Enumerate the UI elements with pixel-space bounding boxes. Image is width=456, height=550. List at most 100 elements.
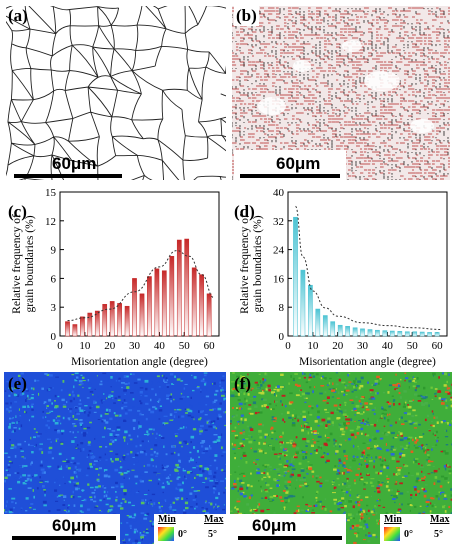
map-speckle <box>358 420 361 422</box>
map-speckle <box>337 376 339 379</box>
map-speckle <box>12 423 15 425</box>
map-speckle <box>43 471 46 474</box>
map-speckle <box>257 501 261 504</box>
map-speckle <box>64 482 66 485</box>
map-speckle <box>333 404 338 407</box>
map-speckle <box>275 404 277 407</box>
map-speckle <box>159 393 163 395</box>
map-speckle <box>8 443 13 446</box>
map-speckle <box>87 483 90 486</box>
map-speckle <box>373 465 375 469</box>
map-speckle <box>70 476 74 480</box>
map-speckle <box>271 408 275 410</box>
map-speckle <box>310 444 314 447</box>
map-speckle <box>349 489 352 491</box>
map-speckle <box>240 417 243 421</box>
map-speckle <box>268 475 271 479</box>
map-speckle <box>344 401 347 404</box>
bar <box>308 284 313 337</box>
map-speckle <box>391 431 395 435</box>
map-speckle <box>130 451 133 454</box>
map-speckle <box>271 391 275 394</box>
map-speckle <box>348 438 351 441</box>
map-speckle <box>63 509 67 512</box>
map-speckle <box>62 404 66 406</box>
map-speckle <box>284 480 289 484</box>
map-speckle <box>130 527 132 529</box>
map-speckle <box>312 475 314 478</box>
map-speckle <box>184 501 189 505</box>
map-speckle <box>55 438 59 440</box>
map-speckle <box>400 434 404 437</box>
map-speckle <box>221 468 224 472</box>
map-speckle <box>62 405 67 408</box>
map-speckle <box>235 414 238 417</box>
map-speckle <box>315 493 318 494</box>
map-speckle <box>42 500 47 504</box>
map-speckle <box>376 522 379 525</box>
map-speckle <box>336 477 340 480</box>
grain-boundaries <box>6 6 226 180</box>
map-speckle <box>209 445 211 448</box>
map-speckle <box>115 453 119 456</box>
map-speckle <box>54 429 58 432</box>
map-speckle <box>54 481 56 484</box>
map-speckle <box>352 459 356 462</box>
map-speckle <box>133 513 137 517</box>
bar <box>293 216 298 337</box>
map-speckle <box>97 419 101 420</box>
map-speckle <box>243 392 246 396</box>
map-speckle <box>174 375 176 378</box>
map-speckle <box>375 536 378 538</box>
map-speckle <box>249 426 252 430</box>
map-speckle <box>162 482 164 484</box>
map-speckle <box>346 470 350 473</box>
map-speckle <box>224 436 226 439</box>
map-speckle <box>81 500 85 501</box>
map-speckle <box>287 485 291 489</box>
map-speckle <box>397 434 399 437</box>
map-speckle <box>377 490 381 494</box>
map-speckle <box>173 415 176 418</box>
map-speckle <box>363 510 365 513</box>
map-speckle <box>105 459 108 461</box>
map-speckle <box>249 507 251 510</box>
map-speckle <box>27 487 32 489</box>
map-speckle <box>306 473 309 475</box>
map-speckle <box>17 443 22 446</box>
map-speckle <box>378 456 382 459</box>
map-speckle <box>268 498 270 500</box>
map-speckle <box>125 533 129 536</box>
map-speckle <box>211 421 214 424</box>
map-speckle <box>82 380 86 382</box>
map-speckle <box>369 458 372 460</box>
map-speckle <box>416 377 419 380</box>
map-speckle <box>16 472 20 474</box>
map-speckle <box>395 373 397 376</box>
map-speckle <box>216 402 218 405</box>
map-speckle <box>407 404 409 406</box>
map-speckle <box>344 389 347 393</box>
map-speckle <box>284 496 289 500</box>
map-speckle <box>53 512 56 514</box>
map-speckle <box>176 378 181 381</box>
map-speckle <box>366 442 370 444</box>
map-speckle <box>104 413 109 415</box>
map-speckle <box>336 473 340 475</box>
map-speckle <box>156 441 158 443</box>
map-speckle <box>30 462 32 466</box>
map-speckle <box>271 448 276 451</box>
map-speckle <box>182 447 184 450</box>
map-speckle <box>264 464 266 466</box>
map-speckle <box>257 505 259 508</box>
map-speckle <box>303 418 307 422</box>
map-speckle <box>329 432 333 436</box>
map-speckle <box>319 445 324 448</box>
map-speckle <box>124 383 128 385</box>
map-speckle <box>270 438 274 440</box>
map-speckle <box>286 442 290 444</box>
map-speckle <box>187 414 192 417</box>
map-speckle <box>299 478 302 482</box>
map-speckle <box>36 476 38 479</box>
map-speckle <box>169 504 172 507</box>
